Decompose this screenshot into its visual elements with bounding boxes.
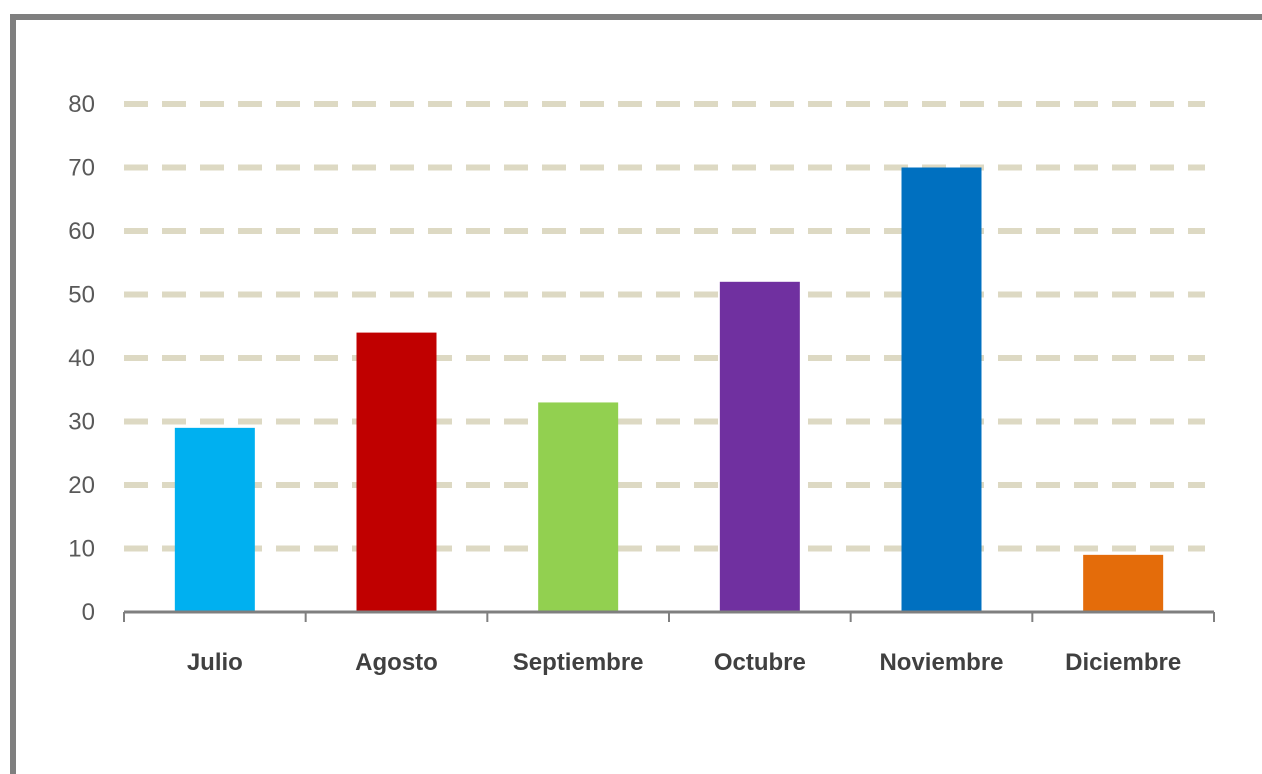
y-axis-ticks: 0 10 20 30 40 50 60 70 80: [68, 91, 95, 626]
chart-frame: [10, 14, 1262, 774]
bar-octubre: [719, 281, 800, 612]
bar-noviembre: [901, 167, 982, 612]
y-tick-label: 20: [68, 472, 95, 499]
x-tick-label: Octubre: [714, 649, 806, 676]
x-tick-label: Septiembre: [513, 649, 644, 676]
x-axis: [123, 610, 1215, 622]
y-tick-label: 30: [68, 409, 95, 436]
bar-julio: [174, 427, 255, 612]
x-tick-label: Agosto: [355, 649, 438, 676]
x-tick-label: Noviembre: [879, 649, 1003, 676]
y-tick-label: 60: [68, 218, 95, 245]
y-tick-label: 40: [68, 345, 95, 372]
y-tick-label: 0: [82, 599, 95, 626]
bars: [174, 167, 1164, 612]
y-tick-label: 80: [68, 91, 95, 118]
gridlines: [124, 101, 1205, 552]
bar-septiembre: [538, 402, 619, 612]
y-tick-label: 10: [68, 536, 95, 563]
bar-chart: 0 10 20 30 40 50 60 70 80 Julio Agosto Septiembre O…: [68, 91, 1215, 676]
y-tick-label: 50: [68, 282, 95, 309]
x-tick-label: Julio: [187, 649, 243, 676]
x-tick-label: Diciembre: [1065, 649, 1181, 676]
bar-agosto: [356, 332, 437, 612]
x-axis-labels: Julio Agosto Septiembre Octubre Noviembre Dic…: [187, 649, 1181, 676]
y-tick-label: 70: [68, 155, 95, 182]
bar-diciembre: [1083, 554, 1164, 612]
